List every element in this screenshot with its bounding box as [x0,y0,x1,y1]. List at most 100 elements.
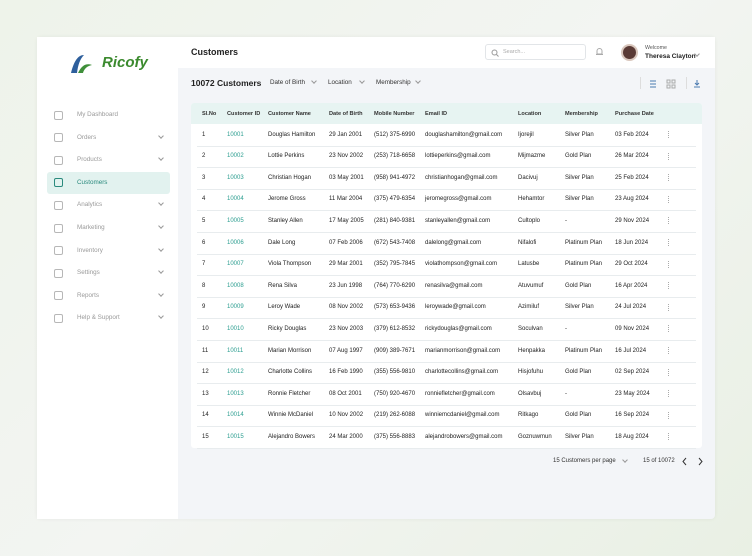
cell: Silver Plan [565,131,594,138]
cell[interactable]: 10002 [227,153,244,160]
row-divider [197,426,696,428]
cell: 03 May 2001 [329,174,364,181]
row-menu[interactable] [668,347,670,354]
cell: Rena Silva [268,282,298,289]
nav-active-bg [47,171,170,194]
nav-chevron [158,132,164,139]
row-menu[interactable] [668,282,670,290]
search-placeholder: Search... [503,49,526,55]
view-icons[interactable] [647,79,707,89]
nav-item[interactable]: Settings [77,269,100,277]
cell: 02 Sep 2024 [615,369,650,376]
nav-item[interactable]: Orders [77,133,97,141]
search-box[interactable]: Search... [485,44,586,60]
cell: (375) 479-6354 [374,196,416,203]
cell: Dale Long [268,239,296,246]
cell: 18 Aug 2024 [615,433,649,440]
nav-item[interactable]: Analytics [77,201,103,209]
nav-chevron [158,268,164,275]
cell: Christian Hogan [268,174,312,181]
row-divider [197,210,696,212]
nav-item[interactable]: Inventory [77,246,103,254]
cell: Marian Morrison [268,347,312,354]
row-menu[interactable] [668,325,670,333]
user-name[interactable]: Theresa Clayton [645,53,696,60]
cell[interactable]: 10010 [227,325,244,332]
cell: Nifalofi [518,239,537,246]
cell[interactable]: 10015 [227,433,244,440]
row-menu[interactable] [668,390,670,398]
row-menu[interactable] [668,131,670,138]
cell: Silver Plan [565,304,594,311]
cell: 23 May 2024 [615,390,650,397]
cell: Leroy Wade [268,304,301,311]
cell: 26 Mar 2024 [615,153,649,160]
cell[interactable]: 10009 [227,304,244,311]
row-menu[interactable] [668,152,670,160]
nav-chevron [158,223,164,229]
row-menu[interactable] [668,217,670,225]
nav-item[interactable]: Marketing [77,224,105,231]
customer-count: 10072 Customers [191,78,262,88]
cell: 29 Mar 2001 [329,261,363,268]
cell: Douglas Hamilton [268,131,316,138]
cell: Cultoplo [518,217,541,224]
row-menu[interactable] [668,411,670,419]
row-divider [197,167,696,169]
pager-arrows[interactable] [680,457,706,466]
nav-chevron [158,200,164,207]
per-page[interactable]: 15 Customers per page [553,458,616,464]
cell[interactable]: 10008 [227,282,244,289]
nav-icon [54,200,63,210]
cell: (375) 556-8883 [374,433,416,440]
filter[interactable]: Location [328,79,352,86]
bell-icon[interactable] [595,47,604,57]
cell[interactable]: 10011 [227,347,244,354]
cell[interactable]: 10014 [227,412,244,419]
nav-icon [54,268,63,278]
cell: (573) 653-9436 [374,304,416,311]
cell[interactable]: 10005 [227,217,244,224]
row-menu[interactable] [668,174,670,182]
cell[interactable]: 10013 [227,390,244,397]
cell[interactable]: 10001 [227,131,244,138]
cell: 07 Aug 1997 [329,347,363,354]
row-menu[interactable] [668,433,670,441]
cell: 29 Jan 2001 [329,131,363,138]
cell: renasilva@gmail.com [425,282,483,289]
row-divider [197,145,696,147]
cell: leroywade@gmail.com [425,304,486,311]
filter[interactable]: Membership [376,79,411,86]
cell[interactable]: 10003 [227,174,244,181]
nav-item[interactable]: My Dashboard [77,111,118,118]
row-menu[interactable] [668,239,670,246]
cell: 15 [202,433,209,440]
cell: Azimiluf [518,304,540,311]
nav-item[interactable]: Customers [77,178,108,186]
filter[interactable]: Date of Birth [270,79,305,86]
cell: Gold Plan [565,369,592,376]
cell: Ricky Douglas [268,325,307,332]
cell: 5 [202,217,206,224]
row-menu[interactable] [668,260,670,268]
row-menu[interactable] [668,195,670,203]
cell[interactable]: 10007 [227,261,244,268]
row-menu[interactable] [668,303,670,311]
cell: 29 Oct 2024 [615,261,648,268]
cell[interactable]: 10012 [227,369,244,376]
cell[interactable]: 10006 [227,239,244,246]
cell: (352) 795-7845 [374,261,416,268]
cell: Olsavbuj [518,390,542,397]
avatar[interactable] [621,44,638,61]
cell[interactable]: 10004 [227,196,244,203]
nav-item[interactable]: Help & Support [77,314,120,322]
cell: Alejandro Bowers [268,433,316,440]
nav-item[interactable]: Products [77,156,102,164]
divider [640,77,641,89]
nav-item[interactable]: Reports [77,291,100,299]
cell: 10 [202,325,209,332]
cell: Atuvumuf [518,282,544,289]
cell: 16 Sep 2024 [615,412,650,419]
row-menu[interactable] [668,368,670,376]
column-header: Membership [565,111,598,117]
